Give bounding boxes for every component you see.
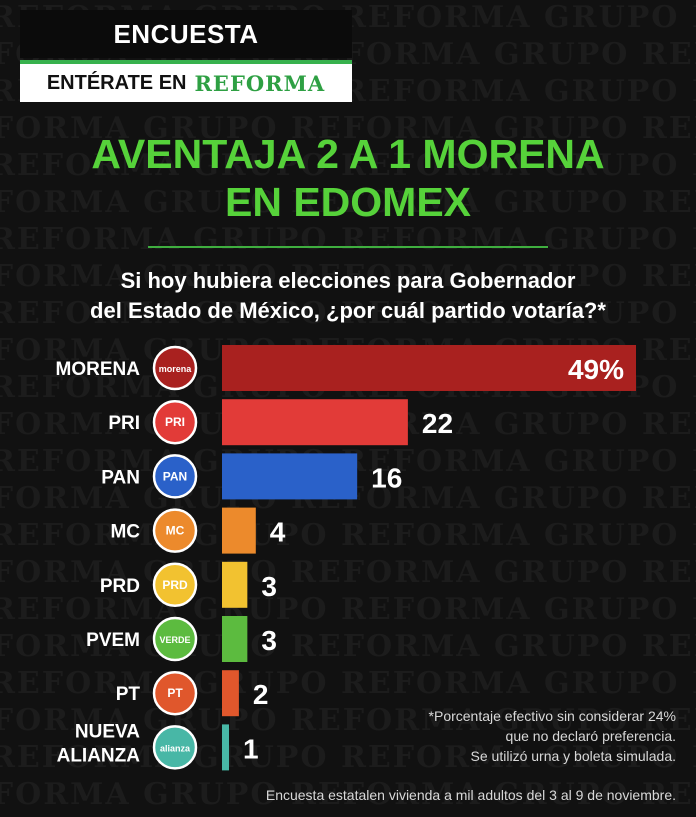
bar-pvem — [222, 616, 248, 662]
tagline-prefix: ENTÉRATE EN — [46, 71, 187, 94]
category-label-nueva-alianza: ALIANZA — [57, 745, 141, 766]
category-label-pan: PAN — [101, 467, 140, 488]
brand-logo: REFORMA — [194, 70, 326, 96]
survey-question: Si hoy hubiera elecciones para Gobernado… — [0, 266, 696, 326]
bar-prd — [222, 561, 248, 608]
pt-logo-icon — [152, 670, 198, 716]
bar-nueva-alianza — [222, 724, 229, 771]
value-label-mc: 4 — [270, 517, 286, 548]
pan-logo-text: PAN — [163, 469, 187, 483]
question-line-1: Si hoy hubiera elecciones para Gobernado… — [120, 268, 576, 293]
value-label-morena: 49% — [568, 354, 624, 385]
value-label-prd: 3 — [261, 571, 277, 602]
prd-logo-text: PRD — [162, 578, 188, 592]
footnote-line-1: *Porcentaje efectivo sin considerar 24% — [428, 708, 676, 724]
bar-pan — [222, 453, 358, 500]
category-label-pt: PT — [116, 684, 141, 705]
category-label-pvem: PVEM — [86, 630, 140, 651]
question-line-2: del Estado de México, ¿por cuál partido … — [90, 298, 606, 323]
pri-logo-icon — [152, 399, 198, 445]
category-label-prd: PRD — [100, 576, 140, 597]
bar-pt — [222, 670, 239, 717]
category-label-pri: PRI — [108, 413, 140, 434]
kicker-badge: ENCUESTA — [20, 10, 352, 58]
kicker-text: ENCUESTA — [113, 18, 259, 49]
morena-logo-icon — [152, 345, 198, 391]
footnote-line-3: Se utilizó urna y boleta simulada. — [470, 748, 676, 764]
footnote: *Porcentaje efectivo sin considerar 24% … — [376, 706, 676, 766]
pri-logo-text: PRI — [165, 415, 185, 429]
morena-logo-text: morena — [159, 364, 193, 374]
pvem-logo-text: VERDE — [159, 635, 190, 645]
footnote-line-2: que no declaró preferencia. — [505, 728, 676, 744]
bar-pri — [222, 399, 408, 446]
headline-line-1: AVENTAJA 2 A 1 MORENA — [91, 131, 605, 177]
bar-mc — [222, 507, 256, 554]
value-label-pt: 2 — [253, 679, 269, 710]
category-label-morena: MORENA — [56, 359, 141, 380]
source-note: Encuesta estatalen vivienda a mil adulto… — [265, 787, 676, 803]
pvem-logo-icon — [152, 616, 198, 662]
value-label-pri: 22 — [422, 408, 453, 439]
headline-line-2: EN EDOMEX — [224, 179, 472, 225]
mc-logo-text: MC — [166, 524, 185, 538]
bar-morena — [222, 345, 636, 391]
mc-logo-icon — [152, 508, 198, 553]
pt-logo-text: PT — [167, 686, 183, 700]
prd-logo-icon — [152, 562, 198, 608]
pan-logo-icon — [152, 454, 198, 499]
tagline-badge: ENTÉRATE EN REFORMA — [20, 60, 352, 102]
nueva-alianza-logo-text: alianza — [160, 743, 191, 753]
value-label-pvem: 3 — [261, 625, 277, 656]
category-label-nueva-alianza: NUEVA — [75, 721, 140, 742]
nueva-alianza-logo-icon — [152, 725, 198, 770]
headline: AVENTAJA 2 A 1 MORENA EN EDOMEX — [0, 130, 696, 226]
value-label-pan: 16 — [371, 462, 402, 493]
category-label-mc: MC — [110, 522, 140, 543]
headline-divider — [148, 246, 548, 248]
value-label-nueva-alianza: 1 — [243, 733, 259, 764]
